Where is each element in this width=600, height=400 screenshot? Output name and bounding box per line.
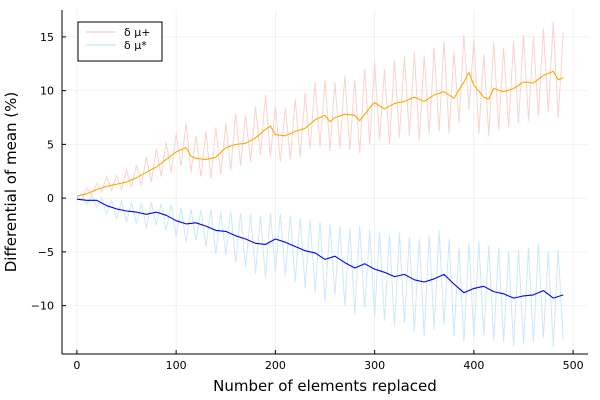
y-tick-label-3: 5	[47, 138, 54, 151]
axes	[61, 10, 588, 355]
y-tick-label-5: 15	[40, 31, 54, 44]
x-tick-label-2: 200	[265, 359, 286, 372]
y-tick-label-2: 0	[47, 192, 54, 205]
legend-box	[77, 21, 163, 62]
smoothed-series-group	[76, 70, 564, 299]
y-axis-label: Differential of mean (%)	[2, 92, 20, 273]
raw-series-group	[76, 21, 564, 347]
series-line-0	[76, 70, 564, 197]
x-tick-label-3: 300	[364, 359, 385, 372]
x-tick-label-5: 500	[563, 359, 584, 372]
y-tick-label-4: 10	[40, 85, 54, 98]
raw-series-line-1	[76, 192, 564, 347]
series-line-1	[76, 198, 564, 299]
x-tick-label-0: 0	[73, 359, 80, 372]
x-tick-label-4: 400	[463, 359, 484, 372]
y-tick-label-0: −10	[31, 300, 54, 313]
tick-labels: 0 100 200 300 400 500 −10 −5 0 5 10 15	[31, 31, 584, 372]
legend-entry-series-0: δ μ+	[124, 26, 150, 39]
legend-entry-series-1: δ μ*	[124, 39, 147, 52]
y-tick-label-1: −5	[38, 246, 54, 259]
x-axis-label: Number of elements replaced	[213, 377, 437, 395]
x-tick-label-1: 100	[166, 359, 187, 372]
raw-series-line-0	[76, 21, 564, 202]
legend: δ μ+ δ μ*	[77, 21, 163, 62]
